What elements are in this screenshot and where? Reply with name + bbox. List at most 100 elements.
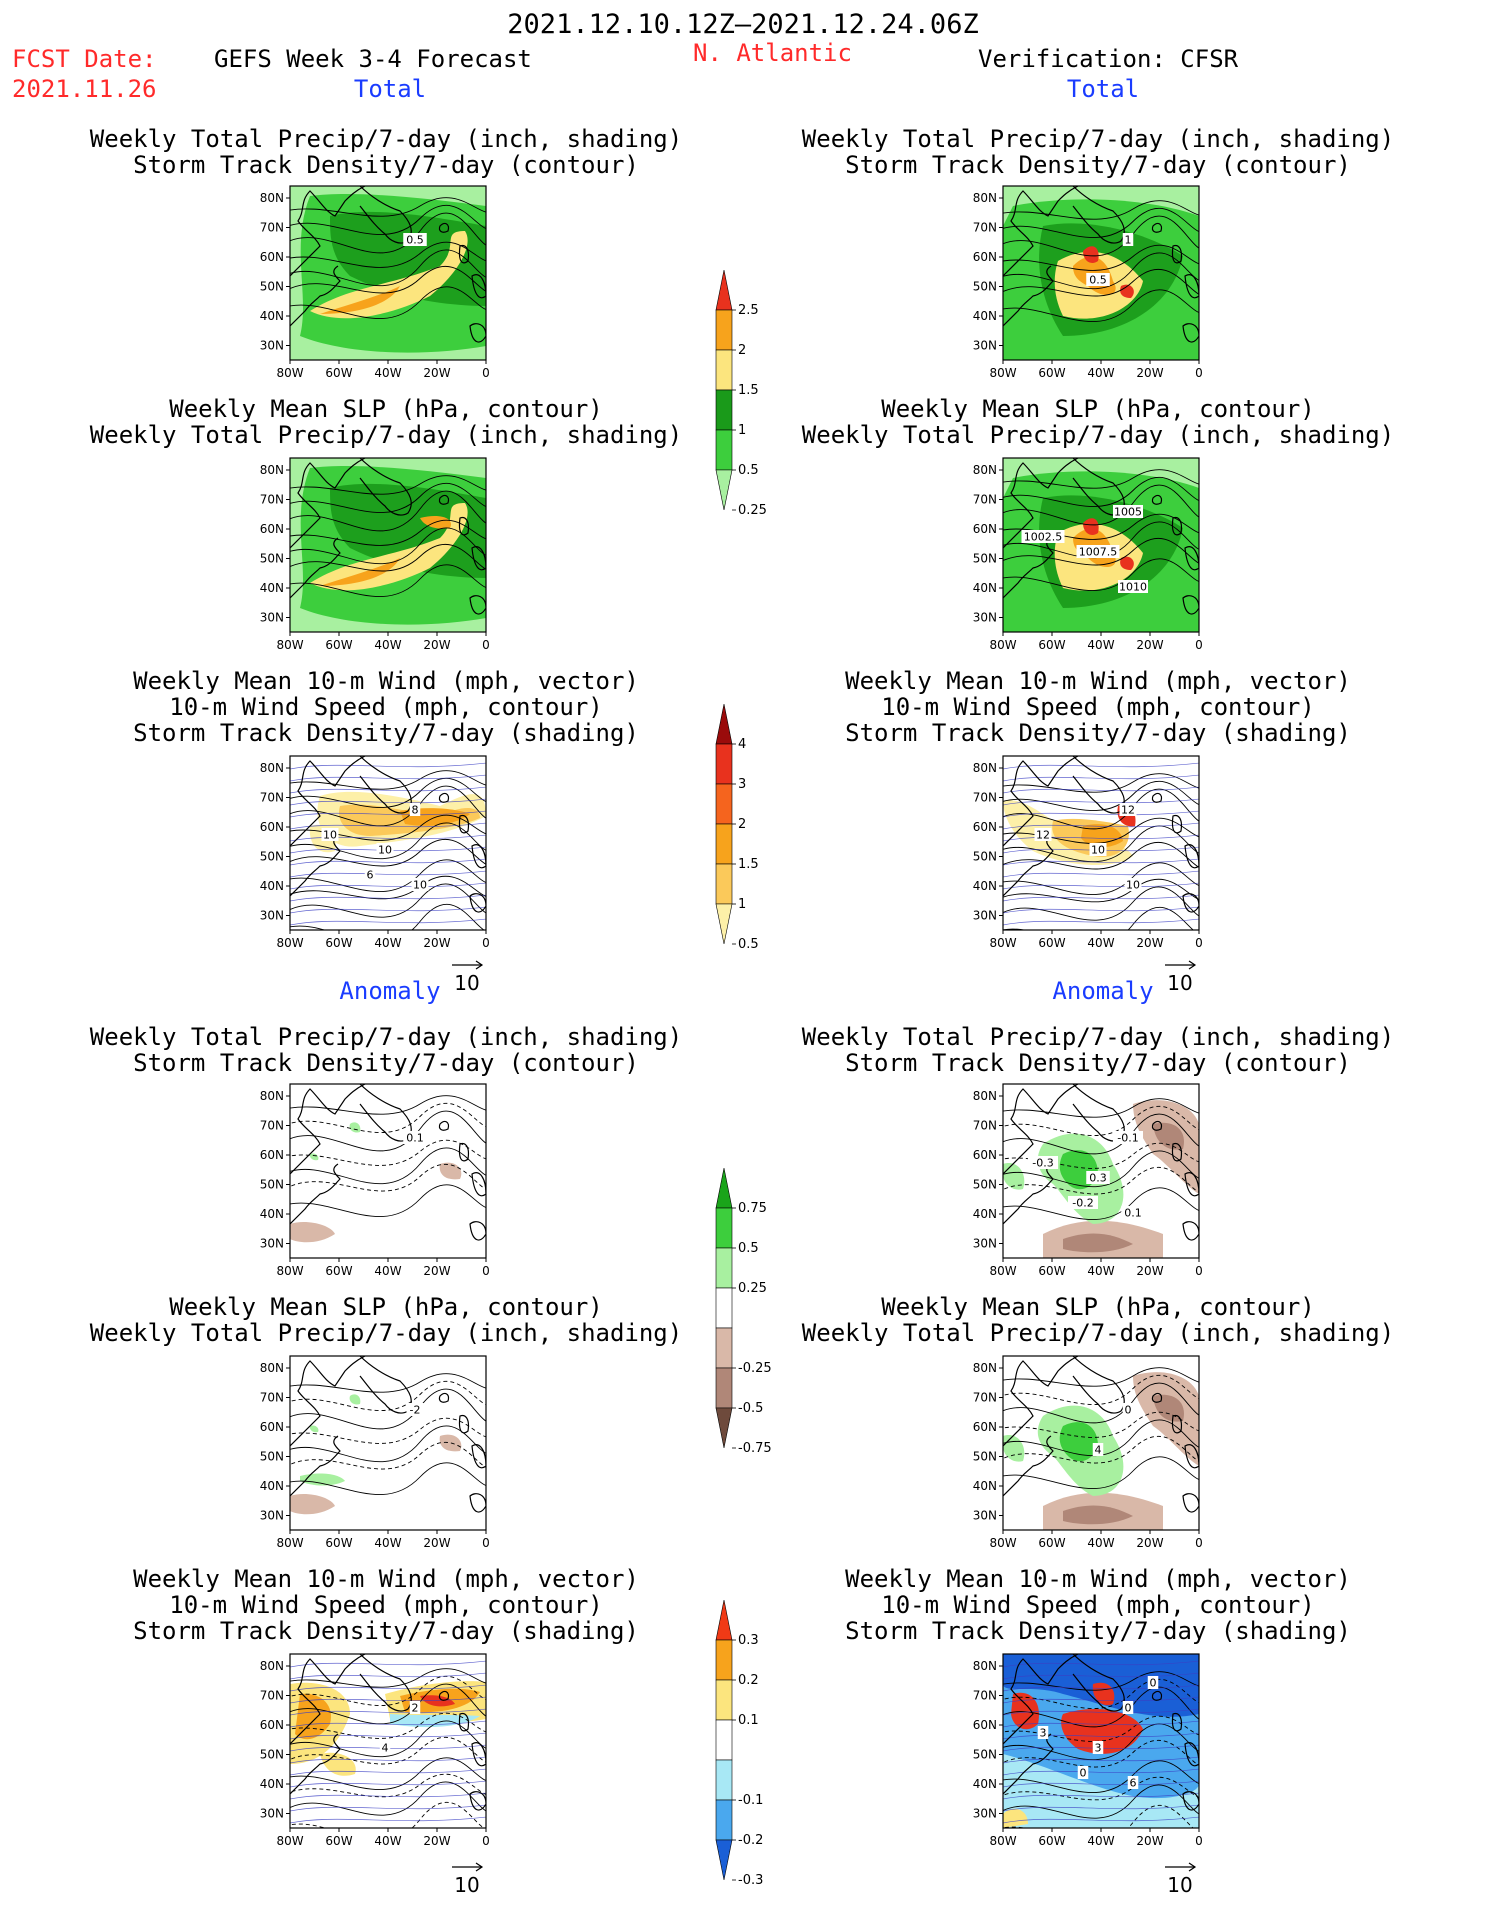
contour-label: 6	[367, 869, 374, 882]
lat-label: 80N	[260, 191, 284, 205]
coast-greenland	[1072, 1654, 1125, 1712]
coast-north-america	[290, 186, 366, 277]
map-total-fcst-slp: 80N 70N 60N 50N 40N 30N 80W 60W 40W 20W 0	[260, 457, 490, 652]
colorbar-swatch	[715, 469, 733, 511]
lat-label: 60N	[973, 1718, 997, 1732]
vector-ref-arrow-1: 10	[452, 960, 484, 995]
title-l3-line1: Weekly Mean 10-m Wind (mph, vector)	[133, 667, 639, 695]
coast-east-us	[1003, 835, 1054, 897]
colorbar-label: 3	[738, 777, 746, 792]
contour-label-bg	[1092, 1443, 1104, 1456]
shading-region	[1059, 1422, 1098, 1462]
title-r5-line1: Weekly Mean SLP (hPa, contour)	[881, 1293, 1315, 1321]
lat-label: 70N	[973, 493, 997, 507]
colorbar-label: -0.5	[738, 1401, 763, 1416]
contour-label-bg	[321, 828, 339, 841]
lat-label: 40N	[973, 879, 997, 893]
lat-label: 40N	[260, 1207, 284, 1221]
lon-label: 0	[482, 638, 490, 652]
lon-label: 60W	[325, 1536, 352, 1550]
coastline	[290, 756, 486, 913]
lat-label: 30N	[260, 1237, 284, 1251]
title-r2-line1: Weekly Mean SLP (hPa, contour)	[881, 395, 1315, 423]
lat-label: 40N	[973, 309, 997, 323]
period-title: 2021.12.10.12Z—2021.12.24.06Z	[507, 9, 979, 40]
lat-label: 80N	[973, 463, 997, 477]
lon-label: 0	[1195, 638, 1203, 652]
colorbar-label: 0.25	[738, 503, 767, 518]
colorbar-label: 2	[738, 343, 746, 358]
colorbar-swatch	[715, 903, 733, 945]
lon-label: 20W	[423, 638, 450, 652]
title-r4-line2: Storm Track Density/7-day (contour)	[845, 1049, 1351, 1077]
coast-europe-africa	[1171, 244, 1199, 343]
lat-label: 30N	[260, 1509, 284, 1523]
lon-label: 20W	[423, 366, 450, 380]
coast-north-america	[290, 1356, 366, 1447]
colorbar-label: -0.1	[738, 1793, 763, 1808]
vector-ref-arrow-2: 10	[1165, 960, 1197, 995]
lon-label: 80W	[989, 1536, 1016, 1550]
contour-label-bg	[1122, 1403, 1134, 1416]
lat-label: 30N	[973, 909, 997, 923]
colorbar-swatch	[715, 703, 733, 745]
contour-label-bg	[1122, 233, 1134, 246]
lat-label: 40N	[973, 1777, 997, 1791]
wind-vectors	[1003, 762, 1199, 926]
shading-region	[1003, 1754, 1199, 1828]
contour-label-bg	[376, 843, 394, 856]
contour-label-bg	[1086, 273, 1110, 286]
colorbar-swatch	[715, 1287, 733, 1329]
lon-label: 40W	[374, 366, 401, 380]
colorbar-swatch	[715, 1247, 733, 1289]
coastline	[1003, 1356, 1199, 1513]
shading-region	[349, 1394, 361, 1405]
coast-east-us	[290, 835, 341, 897]
coastline	[1003, 186, 1199, 343]
lon-label: 40W	[374, 638, 401, 652]
colorbar-swatch	[715, 1207, 733, 1249]
contour-label: 1005	[1114, 506, 1142, 519]
contour-label-bg	[1113, 505, 1143, 518]
lat-label: 50N	[260, 280, 284, 294]
map-anom-fcst-wind: 2 4 80N 70N 60N 50N 40N 30N 80W 60W 40W 20W 0	[260, 1653, 490, 1848]
title-r6-line2: 10-m Wind Speed (mph, contour)	[881, 1591, 1315, 1619]
shading-region	[439, 1162, 462, 1180]
lon-label: 20W	[1136, 366, 1163, 380]
title-l1-line2: Storm Track Density/7-day (contour)	[133, 151, 639, 179]
contour-label-bg	[1068, 1196, 1098, 1209]
colorbar-swatch	[715, 429, 733, 471]
shading-region	[1081, 824, 1123, 848]
coast-east-us	[290, 1733, 341, 1795]
contour-lines	[290, 197, 486, 319]
coast-iceland	[438, 1690, 450, 1701]
title-l3-line2: 10-m Wind Speed (mph, contour)	[169, 693, 603, 721]
shading-region	[1003, 1808, 1028, 1828]
lon-label: 0	[1195, 1264, 1203, 1278]
map-anom-fcst-precip: 0.1 80N 70N 60N 50N 40N 30N 80W 60W 40W 20W 0	[260, 1083, 490, 1278]
lon-label: 40W	[1087, 1834, 1114, 1848]
lat-label: 60N	[260, 1420, 284, 1434]
lat-label: 70N	[260, 221, 284, 235]
shading-region	[1011, 1692, 1039, 1730]
contour-label-bg	[1086, 1171, 1110, 1184]
title-l6-line1: Weekly Mean 10-m Wind (mph, vector)	[133, 1565, 639, 1593]
colorbar-label: 0.75	[738, 1201, 767, 1216]
colorbar-label: 1	[738, 897, 746, 912]
shading-region	[295, 1693, 331, 1740]
shading-region	[320, 558, 400, 586]
coast-east-us	[1003, 537, 1054, 599]
coast-north-america	[1003, 1084, 1079, 1175]
wind-vectors	[290, 762, 486, 926]
colorbar-swatch	[715, 1759, 733, 1801]
lat-label: 60N	[973, 1420, 997, 1434]
lon-label: 0	[1195, 1536, 1203, 1550]
lon-label: 40W	[374, 936, 401, 950]
coast-east-us	[290, 537, 341, 599]
colorbar-label: -0.2	[738, 1833, 763, 1848]
shading-region	[290, 1494, 335, 1515]
lat-label: 40N	[260, 1479, 284, 1493]
lat-label: 50N	[973, 850, 997, 864]
contour-label: 0.1	[406, 1132, 424, 1145]
